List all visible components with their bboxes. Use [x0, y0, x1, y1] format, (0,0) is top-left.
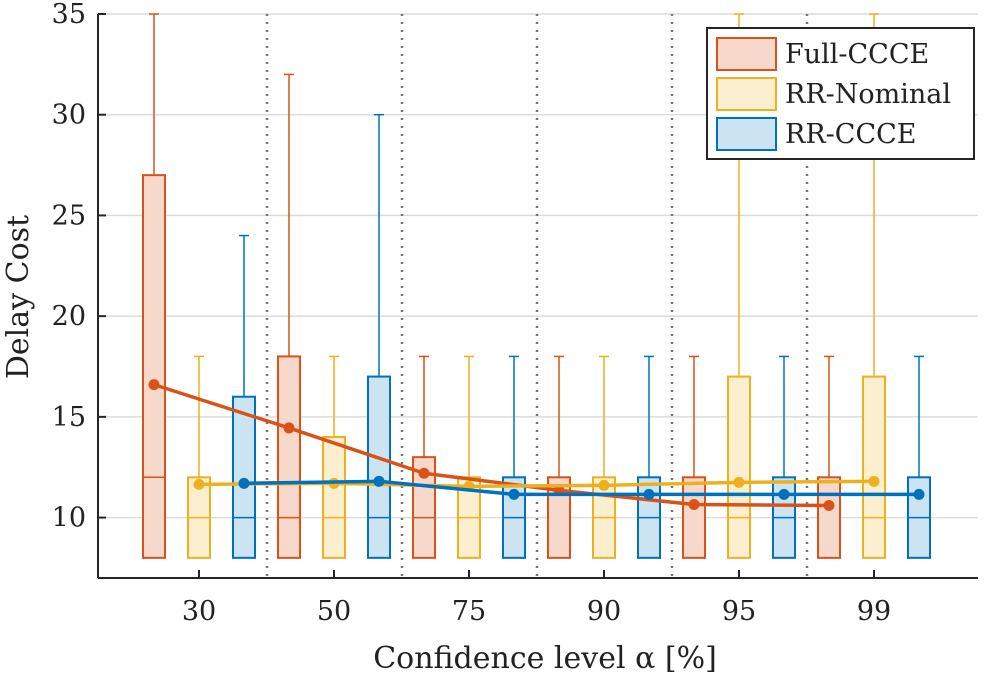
- y-tick-label: 20: [52, 301, 86, 332]
- box-RR-CCCE-50: [367, 113, 391, 559]
- y-tick-label: 25: [52, 200, 86, 231]
- legend-swatch-RR-Nominal: [716, 77, 777, 111]
- x-tick-label: 75: [452, 596, 486, 627]
- mean-point-Full-CCCE-95: [688, 498, 700, 510]
- box-RR-Nominal-30: [187, 355, 211, 559]
- mean-point-RR-CCCE-75: [508, 488, 520, 500]
- mean-line-Full-CCCE: [153, 382, 830, 508]
- box-body: [682, 476, 706, 559]
- box-body: [142, 174, 166, 559]
- mean-point-Full-CCCE-30: [148, 379, 160, 391]
- x-tick-label: 95: [722, 596, 756, 627]
- box-body: [817, 476, 841, 559]
- mean-point-Full-CCCE-75: [418, 467, 430, 479]
- mean-lines: [148, 379, 925, 511]
- mean-point-RR-Nominal-90: [598, 479, 610, 491]
- x-tick-label: 30: [182, 596, 216, 627]
- x-tick-label: 90: [587, 596, 621, 627]
- y-axis-label: Delay Cost: [1, 215, 36, 379]
- y-tick-label: 10: [52, 503, 86, 534]
- axes: [97, 14, 978, 579]
- box-Full-CCCE-90: [547, 355, 571, 559]
- y-tick-label: 30: [52, 100, 86, 131]
- mean-point-RR-CCCE-90: [643, 488, 655, 500]
- box-body: [412, 456, 436, 559]
- box-plots: [142, 13, 931, 559]
- ticks: 10 15 20 25 30 35 30 50 75 90 95 99: [52, 0, 892, 627]
- mean-point-RR-Nominal-30: [193, 478, 205, 490]
- mean-point-RR-CCCE-99: [913, 488, 925, 500]
- box-RR-Nominal-50: [322, 355, 346, 559]
- box-body: [862, 375, 886, 559]
- box-body: [232, 395, 256, 559]
- box-RR-CCCE-30: [232, 234, 256, 559]
- box-Full-CCCE-95: [682, 355, 706, 559]
- box-RR-Nominal-75: [457, 355, 481, 559]
- legend-swatch-RR-CCCE: [716, 117, 777, 151]
- box-RR-CCCE-95: [772, 355, 796, 559]
- legend: Full-CCCE RR-Nominal RR-CCCE: [706, 27, 975, 160]
- mean-point-RR-CCCE-95: [778, 488, 790, 500]
- mean-point-RR-CCCE-30: [238, 477, 250, 489]
- box-Full-CCCE-99: [817, 355, 841, 559]
- box-RR-Nominal-90: [592, 355, 616, 559]
- box-body: [277, 355, 301, 559]
- box-RR-CCCE-90: [637, 355, 661, 559]
- legend-label-RR-Nominal: RR-Nominal: [785, 79, 951, 110]
- box-body: [367, 375, 391, 559]
- x-axis-label: Confidence level α [%]: [373, 641, 717, 676]
- x-tick-label: 99: [857, 596, 891, 627]
- box-body: [547, 476, 571, 559]
- mean-point-Full-CCCE-99: [823, 499, 835, 511]
- legend-label-Full-CCCE: Full-CCCE: [785, 39, 929, 70]
- box-Full-CCCE-30: [142, 13, 166, 559]
- mean-point-RR-CCCE-50: [373, 475, 385, 487]
- box-body: [727, 375, 751, 559]
- legend-label-RR-CCCE: RR-CCCE: [785, 119, 916, 150]
- box-RR-CCCE-99: [907, 355, 931, 559]
- x-tick-label: 50: [317, 596, 351, 627]
- box-Full-CCCE-50: [277, 73, 301, 559]
- mean-point-RR-Nominal-99: [868, 475, 880, 487]
- box-Full-CCCE-75: [412, 355, 436, 559]
- box-RR-CCCE-75: [502, 355, 526, 559]
- y-tick-label: 15: [52, 402, 86, 433]
- box-body: [322, 436, 346, 559]
- mean-line-RR-CCCE: [243, 479, 919, 497]
- y-tick-label: 35: [52, 0, 86, 30]
- mean-point-Full-CCCE-50: [283, 422, 295, 434]
- legend-swatch-Full-CCCE: [716, 37, 777, 71]
- mean-point-RR-Nominal-95: [733, 476, 745, 488]
